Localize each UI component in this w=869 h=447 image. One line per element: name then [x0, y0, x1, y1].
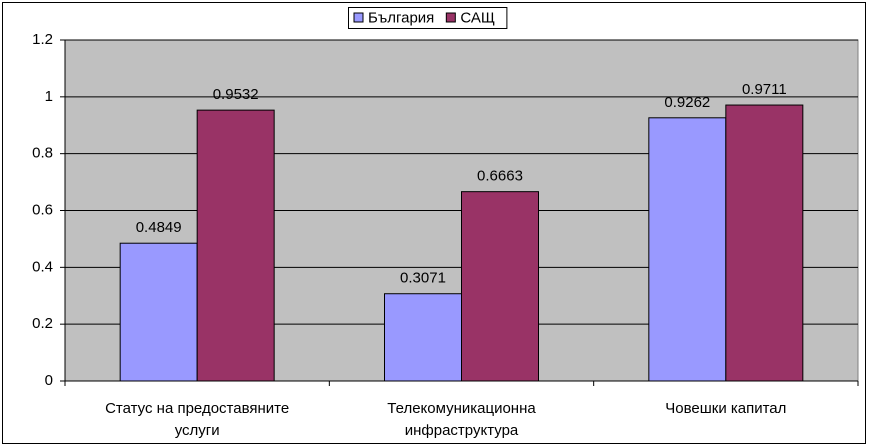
bar	[461, 191, 539, 382]
value-label: 0.9711	[742, 81, 787, 98]
value-label: 0.9262	[664, 94, 710, 111]
x-tick-label: Статус на предоставяните услуги	[105, 400, 290, 439]
y-tick-label: 0.4	[32, 258, 53, 275]
value-label: 0.6663	[477, 168, 523, 185]
bar	[196, 109, 275, 382]
legend-swatch	[353, 12, 364, 23]
legend	[348, 7, 508, 29]
x-tick-label: Телекомуникационна инфраструктура	[387, 400, 536, 439]
value-label: 0.9532	[213, 86, 259, 103]
value-label: 0.4849	[136, 219, 182, 236]
y-tick-label: 0.2	[32, 315, 53, 332]
legend-label: САЩ	[460, 9, 495, 26]
legend-label: България	[368, 9, 434, 26]
bar	[725, 104, 804, 382]
y-tick-label: 0.8	[32, 145, 53, 162]
bar	[384, 293, 462, 382]
y-tick-label: 1	[45, 88, 53, 105]
x-tick-label: Човешки капитал	[665, 400, 787, 417]
y-tick-label: 0.6	[32, 201, 53, 218]
y-tick-label: 0	[45, 372, 53, 389]
bar	[119, 242, 198, 382]
legend-swatch	[445, 12, 456, 23]
bar	[648, 117, 727, 382]
y-tick-label: 1.2	[32, 31, 53, 48]
value-label: 0.3071	[400, 270, 446, 287]
